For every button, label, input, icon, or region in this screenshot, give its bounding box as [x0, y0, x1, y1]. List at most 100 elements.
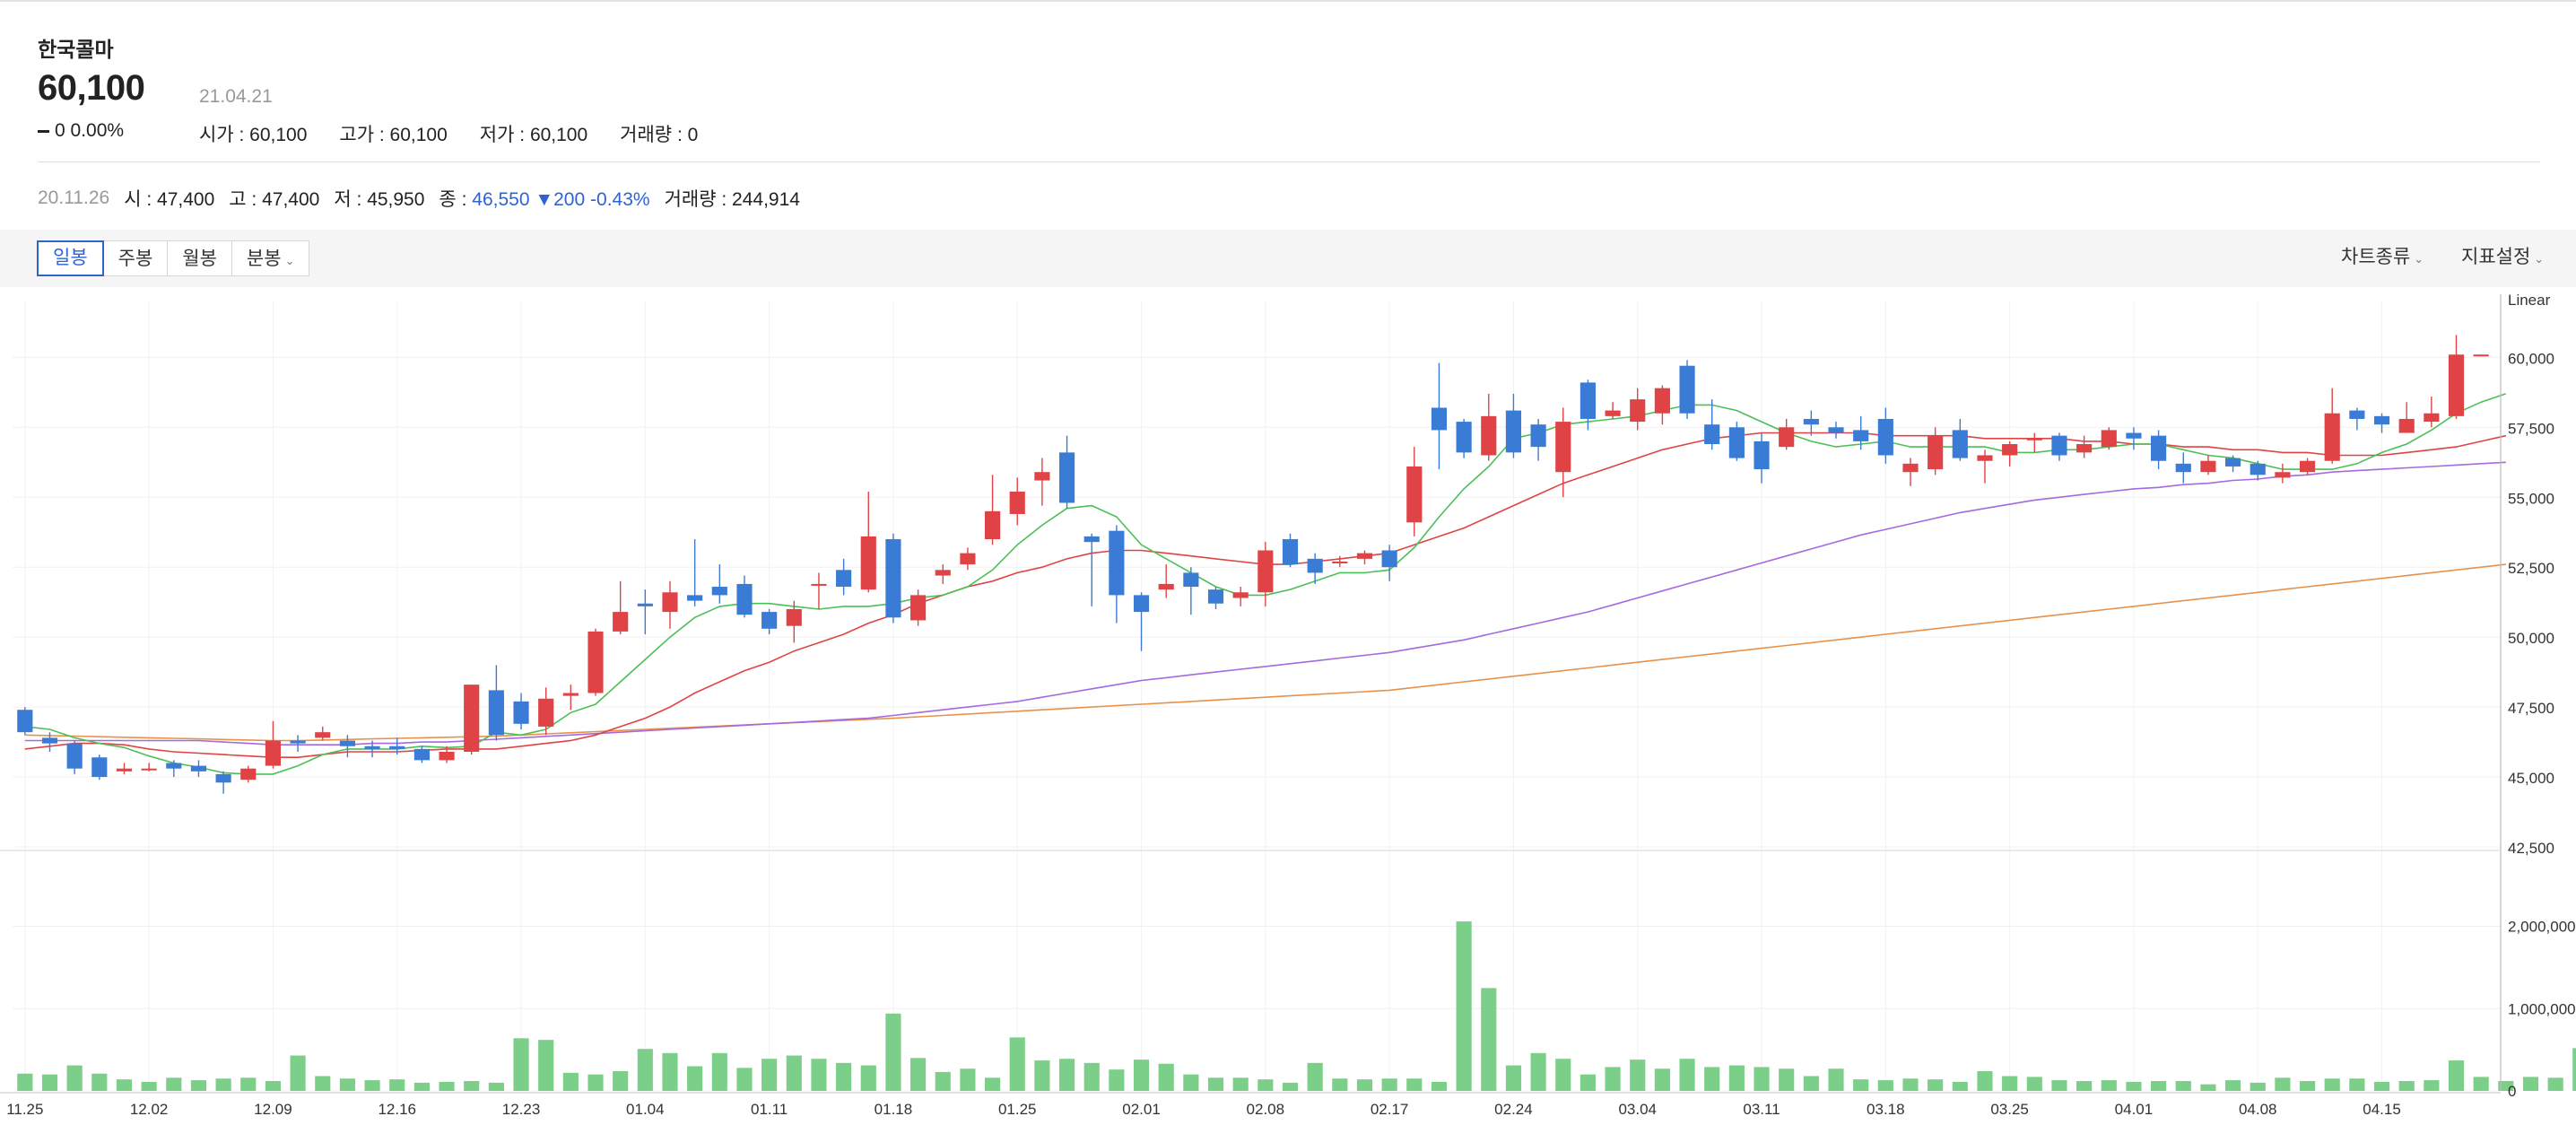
- volume-bar: [1332, 1078, 1348, 1091]
- candle: [811, 572, 827, 609]
- candle: [1555, 407, 1571, 498]
- x-tick-label: 02.01: [1122, 1101, 1161, 1118]
- candle: [984, 475, 1001, 545]
- candle-body: [1133, 595, 1150, 613]
- volume-bar: [2026, 1077, 2042, 1091]
- stock-chart[interactable]: 60,000 57,500 55,000 52,500 50,000 47,500 45,0…: [0, 287, 2576, 1125]
- candle-body: [2126, 432, 2142, 439]
- price-change-value: 0 0.00%: [55, 120, 125, 141]
- volume-bar: [41, 1074, 58, 1091]
- volume-bar: [1679, 1059, 1695, 1091]
- chart-axes: 60,000 57,500 55,000 52,500 50,000 47,500 45,0…: [0, 292, 2576, 1118]
- volume-bar: [1282, 1082, 1299, 1091]
- candle-body: [562, 693, 579, 696]
- candle: [1406, 447, 1423, 536]
- candle-body: [613, 612, 629, 632]
- candle: [339, 735, 355, 758]
- candle-body: [1630, 399, 1646, 423]
- candle: [190, 760, 207, 778]
- candle: [736, 575, 753, 618]
- candle: [389, 737, 405, 755]
- stat-high: 고가 : 60,100: [339, 125, 448, 145]
- period-tabs: 일봉 주봉 월봉 분봉 ⌄: [37, 240, 310, 276]
- volume-bar: [66, 1065, 83, 1091]
- candle: [2151, 430, 2167, 470]
- tab-minute-label: 분봉: [246, 249, 282, 269]
- volume-bar: [1977, 1070, 1993, 1091]
- tab-daily[interactable]: 일봉: [37, 240, 104, 276]
- volume-bar: [538, 1040, 554, 1091]
- candle: [166, 760, 182, 778]
- tab-weekly[interactable]: 주봉: [102, 240, 169, 276]
- tab-minute[interactable]: 분봉 ⌄: [231, 240, 310, 276]
- hover-diff: ▼200: [535, 189, 586, 210]
- candle-body: [984, 510, 1001, 540]
- daily-stats: 시가 : 60,100 고가 : 60,100 저가 : 60,100 거래량 …: [199, 120, 698, 147]
- candle: [1258, 542, 1274, 606]
- volume-bar: [1505, 1065, 1522, 1091]
- candle-body: [2349, 410, 2365, 419]
- candle-body: [637, 603, 653, 606]
- volume-bar: [761, 1059, 778, 1091]
- hover-diff-pct: -0.43%: [590, 189, 650, 210]
- candle: [687, 539, 703, 606]
- candle: [2224, 455, 2241, 473]
- candle-body: [1109, 530, 1125, 596]
- candle-body: [2324, 413, 2340, 461]
- candle: [613, 580, 629, 635]
- candle: [2324, 388, 2340, 464]
- candle: [1902, 458, 1919, 486]
- candle-body: [2275, 472, 2291, 478]
- candle-body: [1902, 463, 1919, 473]
- candle-body: [2424, 413, 2440, 423]
- candle-body: [464, 685, 480, 752]
- candle: [562, 685, 579, 711]
- volume-bar: [1928, 1079, 1944, 1091]
- volume-bar: [2324, 1078, 2340, 1091]
- price-tick-label: 60,000: [2508, 350, 2554, 367]
- candle-body: [836, 570, 852, 588]
- hover-date: 20.11.26: [38, 188, 110, 208]
- volume-tick-label: 1,000,000: [2508, 1000, 2576, 1017]
- chart-type-button[interactable]: 차트종류 ⌄: [2341, 242, 2424, 269]
- candle: [364, 740, 380, 758]
- tab-monthly[interactable]: 월봉: [167, 240, 232, 276]
- candle: [1952, 418, 1968, 461]
- volume-bar: [2200, 1084, 2216, 1091]
- candle: [1605, 402, 1621, 419]
- chart-toolbar: 일봉 주봉 월봉 분봉 ⌄ 차트종류 ⌄ 지표설정 ⌄: [0, 230, 2576, 287]
- volume-bar: [464, 1080, 480, 1091]
- candle: [439, 746, 455, 763]
- volume-bar: [488, 1082, 504, 1091]
- price-change: 0 0.00%: [38, 120, 124, 142]
- candle-body: [1232, 592, 1249, 598]
- volume-bar: [935, 1071, 951, 1091]
- x-tick-label: 03.11: [1743, 1101, 1780, 1118]
- chart-type-label: 차트종류: [2341, 247, 2411, 267]
- candle: [786, 600, 802, 643]
- candle: [2473, 354, 2489, 357]
- volume-tick-label: 0: [2508, 1083, 2516, 1100]
- candle-body: [761, 612, 778, 629]
- volume-bar: [2373, 1081, 2390, 1091]
- candle-body: [1828, 427, 1844, 433]
- price-tick-label: 57,500: [2508, 420, 2554, 437]
- volume-bar: [2076, 1080, 2093, 1091]
- scale-label: Linear: [2508, 292, 2551, 309]
- candle: [1307, 553, 1323, 584]
- candle-body: [2076, 444, 2093, 453]
- volume-bar: [141, 1081, 157, 1091]
- x-tick-label: 04.15: [2363, 1101, 2401, 1118]
- indicator-settings-button[interactable]: 지표설정 ⌄: [2461, 242, 2544, 269]
- volume-bar: [1009, 1037, 1025, 1091]
- volume-bar: [2151, 1080, 2167, 1091]
- flat-icon: [38, 129, 49, 133]
- candle-body: [1381, 550, 1397, 568]
- candle-body: [2051, 435, 2067, 456]
- volume-bar: [1754, 1067, 1770, 1091]
- candle-body: [339, 740, 355, 746]
- candle-body: [290, 740, 306, 744]
- candle-body: [1307, 558, 1323, 573]
- volume-bar: [1381, 1078, 1397, 1091]
- volume-bar: [1133, 1060, 1150, 1091]
